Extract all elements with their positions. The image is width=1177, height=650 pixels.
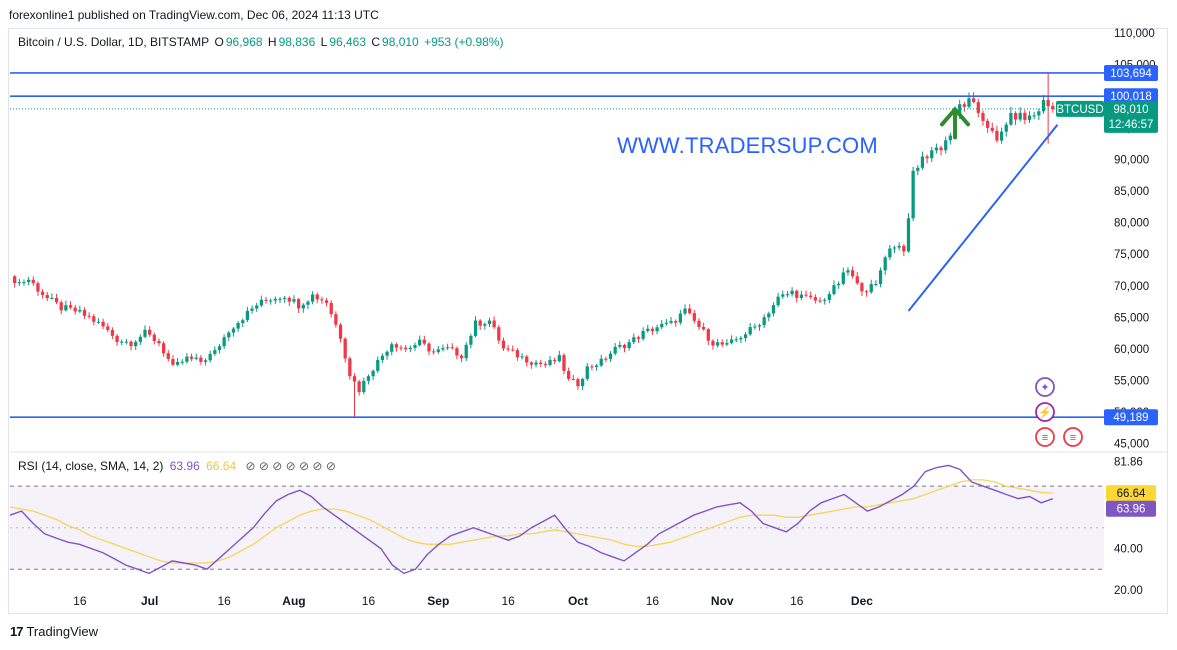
watermark-text: WWW.TRADERSUP.COM — [617, 133, 878, 158]
rsi-ma-legend-value: 66.64 — [206, 459, 237, 473]
visibility-icons[interactable]: ⊘ ⊘ ⊘ ⊘ ⊘ ⊘ ⊘ — [245, 459, 336, 473]
chart-frame — [8, 28, 1168, 614]
rsi-legend-title: RSI (14, close, SMA, 14, 2) — [18, 459, 164, 473]
high-value: 98,836 — [278, 35, 316, 49]
low-value: 96,463 — [329, 35, 367, 49]
open-label: O — [214, 35, 224, 49]
close-value: 98,010 — [382, 35, 419, 49]
open-value: 96,968 — [225, 35, 263, 49]
close-label: C — [371, 35, 381, 49]
rsi-legend: RSI (14, close, SMA, 14, 2) 63.96 66.64 … — [18, 459, 336, 473]
symbol-title: Bitcoin / U.S. Dollar, 1D, BITSTAMP — [18, 35, 210, 49]
tradingview-logo[interactable]: 17 TradingView — [10, 624, 98, 639]
rsi-legend-value: 63.96 — [169, 459, 200, 473]
low-label: L — [320, 35, 328, 49]
high-label: H — [267, 35, 277, 49]
tradingview-brand: TradingView — [26, 624, 99, 639]
change-value: +953 (+0.98%) — [424, 35, 504, 49]
publisher-line: forexonline1 published on TradingView.co… — [9, 8, 379, 22]
tradingview-logo-icon: 17 — [10, 624, 24, 639]
symbol-legend: Bitcoin / U.S. Dollar, 1D, BITSTAMP O 96,… — [18, 35, 505, 49]
